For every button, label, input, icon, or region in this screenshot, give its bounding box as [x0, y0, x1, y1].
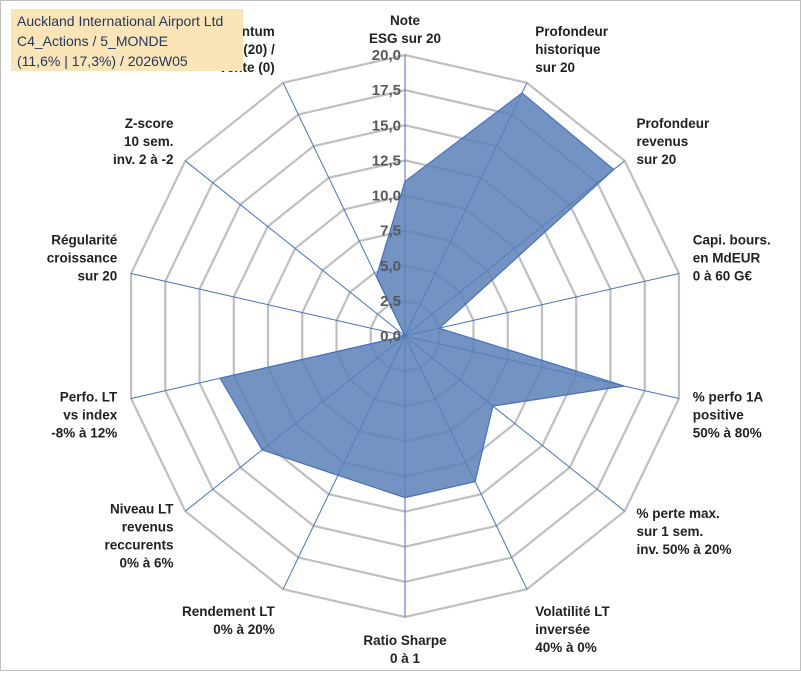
axis-label: Régularité croissance sur 20 — [47, 233, 118, 284]
axis-label-line: inv. 2 à -2 — [113, 152, 174, 167]
tick-label: 20,0 — [372, 47, 401, 64]
axis-label: Z-score 10 sem. inv. 2 à -2 — [113, 116, 174, 167]
axis-label-line: 0 à 1 — [390, 651, 421, 666]
axis-label-line: vs index — [63, 407, 118, 422]
axis-label-line: reccurents — [104, 537, 173, 552]
axis-label: % perte max. sur 1 sem. inv. 50% à 20% — [637, 506, 732, 557]
axis-label-line: Ratio Sharpe — [363, 633, 447, 648]
axis-label-line: croissance — [47, 251, 118, 266]
axis-label-line: ESG sur 20 — [369, 31, 441, 46]
tick-label: 0,0 — [380, 328, 401, 345]
axis-label-line: 0% à 6% — [119, 555, 173, 570]
axis-label-line: Régularité — [51, 233, 118, 248]
axis-label-line: sur 20 — [535, 60, 575, 75]
axis-label-line: en MdEUR — [693, 251, 761, 266]
axis-label: Volatilité LT inversée 40% à 0% — [535, 604, 610, 655]
axis-label-line: revenus — [637, 134, 689, 149]
tick-label: 5,0 — [380, 258, 401, 275]
series-area — [220, 93, 624, 498]
axis-label: Ratio Sharpe 0 à 1 — [363, 633, 447, 666]
tick-label: 10,0 — [372, 188, 401, 205]
axis-label-line: 0% à 20% — [213, 622, 275, 637]
radar-series — [220, 93, 624, 498]
axis-label: Perfo. LT vs index -8% à 12% — [51, 389, 118, 440]
radial-tick-labels: 0,0 2,5 5,0 7,5 10,0 12,5 15,0 17,5 20,0 — [372, 47, 401, 345]
axis-label: Capi. bours. en MdEUR 0 à 60 G€ — [693, 233, 771, 284]
tick-label: 2,5 — [380, 293, 401, 310]
axis-label-line: Perfo. LT — [60, 389, 118, 404]
axis-label-line: 40% à 0% — [535, 640, 597, 655]
tick-label: 15,0 — [372, 117, 401, 134]
chart-title-box: Auckland International Airport Ltd C4_Ac… — [11, 9, 243, 71]
axis-label-line: Niveau LT — [110, 501, 174, 516]
axis-label-line: revenus — [122, 519, 174, 534]
axis-label-line: 10 sem. — [124, 134, 174, 149]
axis-label-line: -8% à 12% — [51, 425, 117, 440]
tick-label: 7,5 — [380, 223, 401, 240]
axis-label-line: Rendement LT — [182, 604, 276, 619]
axis-label: Profondeur historique sur 20 — [535, 24, 608, 75]
axis-label-line: Capi. bours. — [693, 233, 771, 248]
axis-label-line: Volatilité LT — [535, 604, 610, 619]
axis-label-line: sur 1 sem. — [637, 524, 704, 539]
axis-label: Profondeur revenus sur 20 — [637, 116, 710, 167]
axis-label: Niveau LT revenus reccurents 0% à 6% — [104, 501, 174, 570]
axis-label-line: 0 à 60 G€ — [693, 269, 753, 284]
axis-label-line: Note — [390, 13, 420, 28]
axis-label: Rendement LT 0% à 20% — [182, 604, 276, 637]
chart-title-line-3: (11,6% | 17,3%) / 2026W05 — [17, 51, 237, 71]
axis-label-line: 50% à 80% — [693, 425, 762, 440]
axis-label: % perfo 1A positive 50% à 80% — [693, 389, 764, 440]
tick-label: 12,5 — [372, 152, 401, 169]
axis-label-line: % perte max. — [637, 506, 720, 521]
axis-label-line: Z-score — [125, 116, 174, 131]
axis-label: Note ESG sur 20 — [369, 13, 441, 46]
chart-title-line-1: Auckland International Airport Ltd — [17, 11, 237, 31]
axis-label-line: sur 20 — [78, 269, 118, 284]
axis-label-line: positive — [693, 407, 745, 422]
axis-label-line: historique — [535, 42, 601, 57]
axis-label-line: inv. 50% à 20% — [637, 542, 732, 557]
axis-label-line: Profondeur — [535, 24, 608, 39]
axis-label-line: inversée — [535, 622, 590, 637]
chart-title-line-2: C4_Actions / 5_MONDE — [17, 31, 237, 51]
axis-label-line: sur 20 — [637, 152, 677, 167]
tick-label: 17,5 — [372, 82, 401, 99]
axis-label-line: Profondeur — [637, 116, 710, 131]
axis-label-line: % perfo 1A — [693, 389, 764, 404]
